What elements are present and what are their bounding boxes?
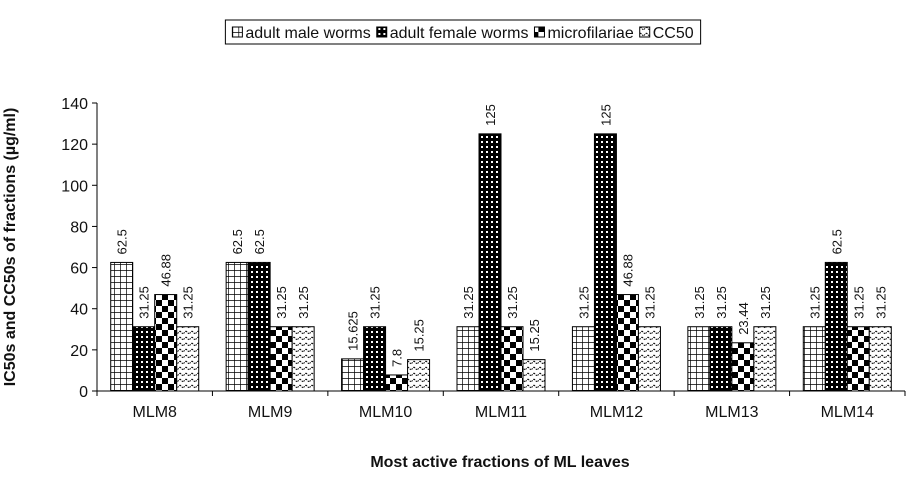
bar [407,359,431,392]
bar [176,326,200,392]
y-axis-label: IC50s and CC50s of fractions (µg/ml) [2,108,19,387]
bar [615,294,639,392]
bar [225,261,249,392]
x-tick-label: MLM13 [705,404,758,421]
bar [478,133,502,392]
value-label: 31.25 [274,286,289,319]
bar [500,326,524,392]
legend-label: adult male worms [245,25,370,42]
legend-label: adult female worms [390,25,529,42]
legend-swatch [639,26,651,38]
value-label: 31.25 [368,286,383,319]
bar [363,326,387,392]
x-tick-label: MLM10 [359,404,412,421]
bar [824,261,848,392]
bar [687,326,711,392]
y-tick-label: 140 [61,96,88,113]
bar [385,374,409,392]
x-tick-label: MLM8 [132,404,177,421]
value-label: 15.25 [412,319,427,352]
value-label: 31.25 [461,286,476,319]
y-tick-label: 20 [70,343,88,360]
value-label: 15.625 [346,311,361,351]
value-label: 31.25 [851,286,866,319]
legend-swatch [533,26,545,38]
y-tick-label: 40 [70,302,88,319]
y-tick-label: 0 [79,384,88,401]
y-tick-label: 120 [61,137,88,154]
value-label: 62.5 [829,229,844,254]
value-label: 31.25 [807,286,822,319]
legend: adult male worms adult female worms microf… [224,19,702,45]
bar [709,326,733,392]
x-tick-label: MLM9 [248,404,293,421]
bar [593,133,617,392]
value-label: 125 [483,104,498,126]
value-label: 62.5 [230,229,245,254]
value-label: 31.25 [137,286,152,319]
x-tick-label: MLM11 [475,404,527,421]
value-label: 7.8 [390,349,405,367]
x-tick-label: MLM14 [821,404,874,421]
bar [154,294,178,392]
bar [110,261,134,392]
value-label: 62.5 [115,229,130,254]
bar [269,326,293,392]
value-label: 15.25 [527,319,542,352]
x-tick-label: MLM12 [590,404,643,421]
bar [456,326,480,392]
value-label: 31.25 [181,286,196,319]
bar [132,326,156,392]
bar [846,326,870,392]
value-label: 125 [598,104,613,126]
legend-box [224,19,702,45]
legend-label: microfilariae [547,25,633,42]
bar [341,358,365,392]
bar [731,342,755,392]
bar [753,326,777,392]
value-label: 46.88 [159,254,174,287]
bar [802,326,826,392]
bar [522,359,546,392]
bar [247,261,271,392]
bar [868,326,892,392]
legend-label: CC50 [653,25,694,42]
value-label: 31.25 [576,286,591,319]
y-tick-label: 80 [70,219,88,236]
value-label: 46.88 [620,254,635,287]
legend-swatch [231,26,243,38]
y-tick-label: 100 [61,178,88,195]
x-axis-label: Most active fractions of ML leaves [370,454,629,471]
value-label: 31.25 [714,286,729,319]
bar [637,326,661,392]
value-label: 62.5 [252,229,267,254]
y-tick-label: 60 [70,261,88,278]
value-label: 31.25 [296,286,311,319]
value-label: 31.25 [642,286,657,319]
value-label: 31.25 [758,286,773,319]
value-label: 31.25 [505,286,520,319]
value-label: 31.25 [692,286,707,319]
bar [291,326,315,392]
bar [571,326,595,392]
value-label: 31.25 [873,286,888,319]
legend-swatch [376,26,388,38]
value-label: 23.44 [736,302,751,335]
